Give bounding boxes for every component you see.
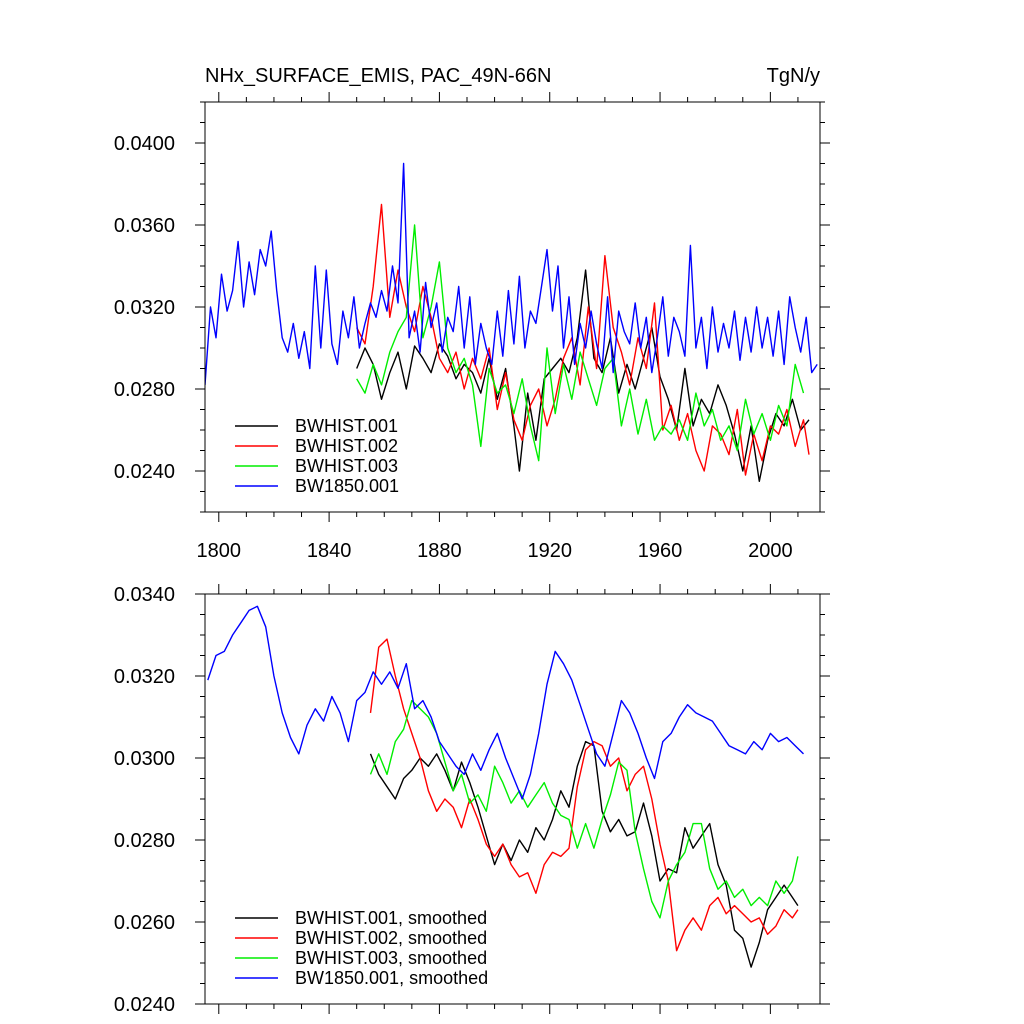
x-tick-label: 1960 (638, 540, 683, 562)
y-tick-label: 0.0260 (114, 912, 175, 934)
series-line-2-1 (369, 740, 799, 968)
x-tick-label: 1800 (197, 540, 242, 562)
panel-1: 1800 1840 1880 1920 1960 2000 0.0240 0.0280 0.03… (114, 65, 830, 562)
y-tick-label: 0.0280 (114, 379, 175, 401)
y-tick-label: 0.0240 (114, 461, 175, 483)
legend-label: BWHIST.002 (295, 436, 398, 456)
y-tick-label: 0.0320 (114, 297, 175, 319)
legend-label: BW1850.001 (295, 476, 399, 496)
x-tick-label: 1880 (417, 540, 462, 562)
y-tick-label: 0.0400 (114, 133, 175, 155)
legend-label: BWHIST.003, smoothed (295, 948, 487, 968)
y-tick-label: 0.0360 (114, 215, 175, 237)
units-label: TgN/y (767, 65, 820, 87)
y-tick-label: 0.0340 (114, 584, 175, 606)
series-line-2-3 (369, 699, 799, 919)
series-line-1-3 (356, 224, 805, 462)
panel-2: 0.0240 0.0260 0.0280 0.0300 0.0320 0.0340 BWHI… (114, 584, 830, 1016)
y-tick-label: 0.0320 (114, 666, 175, 688)
series-line-2-2 (369, 638, 799, 952)
legend-label: BWHIST.001, smoothed (295, 908, 487, 928)
series-line-2-4 (207, 605, 804, 800)
y-tick-label: 0.0280 (114, 830, 175, 852)
series-line-1-2 (356, 203, 810, 476)
legend-label: BW1850.001, smoothed (295, 968, 488, 988)
y-tick-label: 0.0300 (114, 748, 175, 770)
legend-label: BWHIST.002, smoothed (295, 928, 487, 948)
y-tick-label: 0.0240 (114, 994, 175, 1016)
chart-title: NHx_SURFACE_EMIS, PAC_49N-66N (205, 65, 551, 87)
legend-label: BWHIST.003 (295, 456, 398, 476)
series-line-1-4 (205, 162, 818, 385)
legend-label: BWHIST.001 (295, 416, 398, 436)
x-tick-label: 2000 (748, 540, 793, 562)
x-tick-label: 1920 (527, 540, 572, 562)
x-tick-label: 1840 (307, 540, 352, 562)
